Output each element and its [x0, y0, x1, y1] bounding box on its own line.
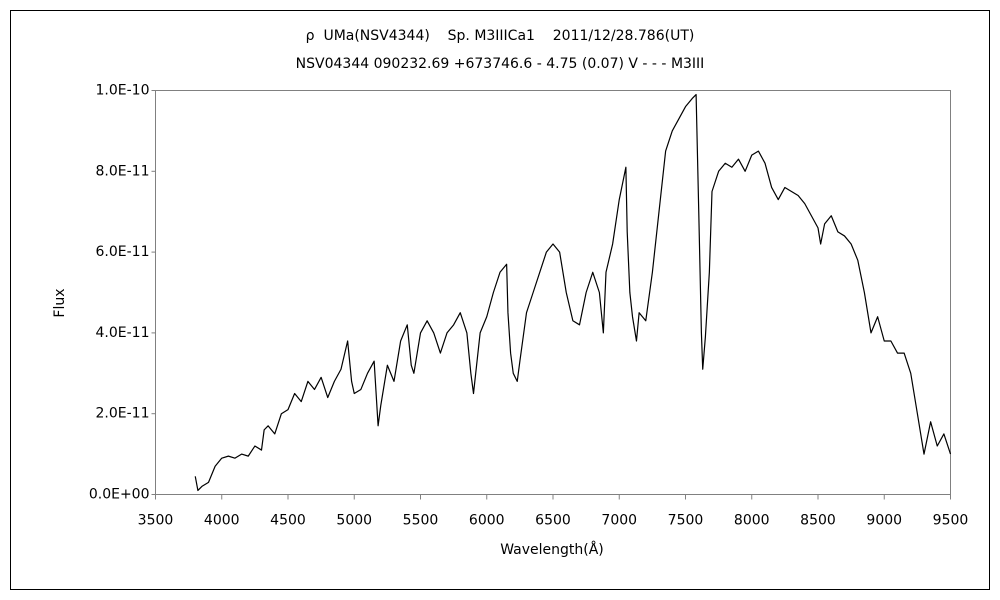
x-tick-label: 6500 [535, 513, 571, 529]
x-tick-label: 8500 [800, 513, 836, 529]
chart-subtitle: NSV04344 090232.69 +673746.6 - 4.75 (0.0… [296, 56, 705, 72]
x-tick-label: 7000 [601, 513, 637, 529]
x-axis-label: Wavelength(Å) [500, 541, 604, 558]
y-tick-label: 4.0E-11 [96, 325, 150, 341]
y-tick-label: 2.0E-11 [96, 406, 150, 422]
y-tick-label: 0.0E+00 [89, 487, 150, 503]
y-tick-label: 6.0E-11 [96, 244, 150, 260]
y-tick-label: 8.0E-11 [96, 163, 150, 179]
x-tick-label: 4500 [270, 513, 306, 529]
x-tick-label: 4000 [204, 513, 240, 529]
spectrum-line [194, 93, 952, 492]
y-tick-label: 1.0E-10 [96, 83, 150, 99]
x-tick-label: 9500 [933, 513, 969, 529]
x-tick-label: 5000 [336, 513, 372, 529]
x-tick-label: 8000 [734, 513, 770, 529]
chart-title: ρ UMa(NSV4344) Sp. M3IIICa1 2011/12/28.7… [306, 28, 695, 44]
x-tick-label: 3500 [138, 513, 174, 529]
x-tick-label: 6000 [469, 513, 505, 529]
plot-area [155, 90, 951, 495]
y-axis-label: Flux [52, 288, 68, 317]
x-tick-label: 5500 [403, 513, 439, 529]
x-tick-label: 9000 [866, 513, 902, 529]
x-tick-label: 7500 [668, 513, 704, 529]
